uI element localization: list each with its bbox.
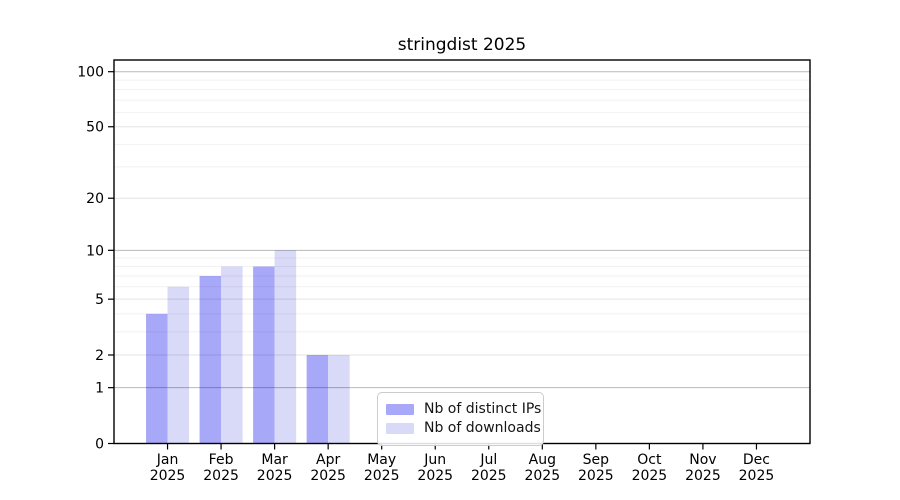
x-tick-label-month-nov: Nov [689,452,716,468]
y-tick-label-100: 100 [77,65,104,81]
bar-distinct-ips-apr [306,354,329,444]
y-tick-label-5: 5 [95,292,104,308]
x-tick-label-month-oct: Oct [637,452,662,468]
x-tick-label-year-feb: 2025 [203,468,239,484]
bar-downloads-mar [274,250,297,444]
bar-downloads-apr [328,354,350,444]
legend-label-distinct-ips: Nb of distinct IPs [424,401,542,417]
x-tick-label-month-feb: Feb [209,452,234,468]
legend-label-downloads: Nb of downloads [424,420,541,436]
legend-item-downloads: Nb of downloads [386,420,541,437]
y-tick-label-2: 2 [95,348,104,364]
x-tick-label-month-jul: Jul [479,452,497,468]
x-tick-label-year-aug: 2025 [524,468,560,484]
bar-distinct-ips-jan [146,313,168,444]
legend: Nb of distinct IPs Nb of downloads [377,392,544,446]
y-tick-label-50: 50 [86,120,104,136]
x-tick-label-year-jul: 2025 [471,468,507,484]
x-tick-label-month-sep: Sep [583,452,610,468]
x-tick-label-month-jan: Jan [156,452,179,468]
x-tick-label-year-mar: 2025 [257,468,293,484]
x-tick-label-month-mar: Mar [261,452,288,468]
x-tick-label-year-dec: 2025 [739,468,775,484]
bar-distinct-ips-feb [199,275,222,444]
x-tick-label-year-jun: 2025 [417,468,453,484]
x-tick-label-month-jun: Jun [423,452,446,468]
x-tick-label-year-apr: 2025 [310,468,346,484]
x-tick-label-year-sep: 2025 [578,468,614,484]
legend-swatch-downloads [386,423,414,434]
x-tick-label-year-may: 2025 [364,468,400,484]
bar-distinct-ips-mar [253,266,275,444]
bar-downloads-jan [167,286,190,444]
x-tick-label-year-oct: 2025 [632,468,668,484]
y-tick-label-10: 10 [86,243,104,259]
x-tick-label-month-dec: Dec [743,452,770,468]
legend-swatch-distinct-ips [386,404,414,415]
x-tick-label-month-apr: Apr [316,452,340,468]
chart-title: stringdist 2025 [397,35,527,55]
x-tick-label-month-may: May [367,452,396,468]
bar-downloads-feb [221,266,243,444]
x-tick-label-year-nov: 2025 [685,468,721,484]
y-tick-label-20: 20 [86,191,104,207]
x-tick-label-year-jan: 2025 [150,468,186,484]
x-tick-label-month-aug: Aug [529,452,556,468]
y-tick-label-0: 0 [95,437,104,453]
legend-item-distinct-ips: Nb of distinct IPs [386,401,541,418]
y-tick-label-1: 1 [95,381,104,397]
